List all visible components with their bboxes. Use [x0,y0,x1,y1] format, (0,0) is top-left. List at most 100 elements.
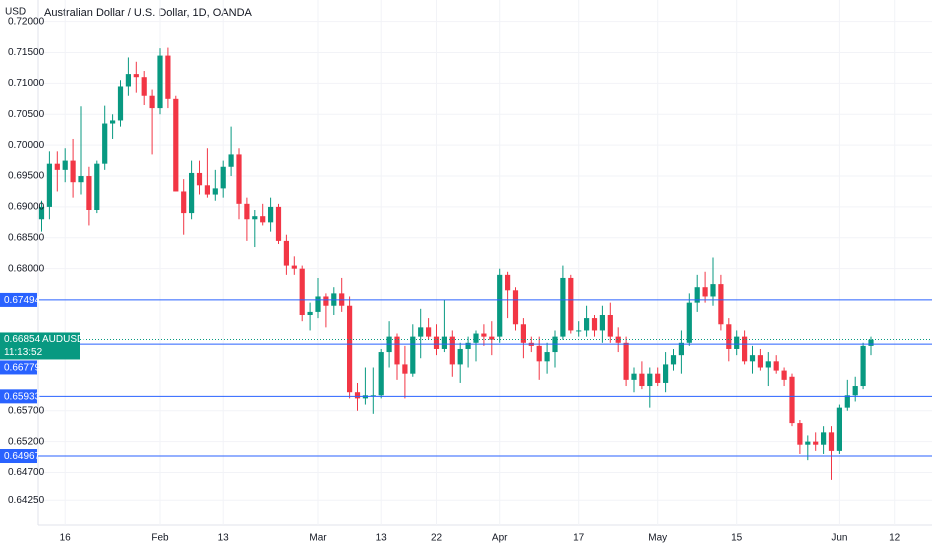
candle-body [70,160,76,183]
x-tick-label: 13 [376,533,388,544]
candle-body [813,441,819,445]
candle-body [220,166,226,189]
y-tick-label: 0.71500 [8,47,45,58]
candle-body [781,370,787,380]
candle-body [821,432,827,445]
candle-body [599,315,605,331]
x-tick-label: 13 [218,533,230,544]
candle-body [307,311,313,315]
candle-body [623,342,629,380]
candle-body [283,240,289,266]
candle-body [828,432,835,451]
candle-body [228,154,234,167]
candle-body [165,55,171,99]
candle-body [702,287,708,297]
chart-title: Australian Dollar / U.S. Dollar, 1D, OAN… [44,7,253,19]
candle-body [449,336,455,365]
countdown-label: 11:13:52 [4,347,43,358]
candle-body [299,268,305,315]
candle-body [631,373,637,380]
y-tick-label: 0.65200 [8,436,45,447]
candle-body [734,336,740,349]
candle-body [481,333,487,337]
candle-body [473,333,479,343]
x-tick-label: May [648,533,667,544]
candle-body [157,55,163,109]
level-label: 0.65933 [4,391,41,402]
candle-body [836,407,842,451]
candle-body [797,423,803,445]
candle-body [260,216,266,223]
candle-body [244,203,250,220]
candle-body [86,176,92,210]
candle-body [868,339,874,346]
y-tick-label: 0.69000 [8,202,45,213]
candle-body [710,284,716,297]
candle-body [418,327,424,337]
y-tick-label: 0.68000 [8,263,45,274]
candle-body [607,315,613,337]
last-price-box [0,332,80,360]
y-tick-label: 0.65700 [8,405,45,416]
candle-body [189,172,195,214]
level-box [0,389,37,404]
y-tick-label: 0.68500 [8,232,45,243]
candle-body [615,336,621,343]
candle-body [323,296,329,306]
candle-body [196,172,203,186]
candle-body [742,336,748,362]
candle-body [694,287,700,303]
candle-body [110,120,116,124]
candle-body [670,355,677,365]
level-label: 0.66779 [4,363,41,374]
candle-body [125,74,131,87]
candle-body [212,188,218,195]
candle-body [275,206,282,241]
candle-body [236,154,242,204]
candle-body [505,274,511,291]
candle-body [410,336,416,374]
candle-body [204,185,210,195]
y-tick-label: 0.69500 [8,171,45,182]
candle-body [686,302,692,343]
x-tick-label: 12 [889,533,901,544]
candle-body [426,327,432,337]
level-label: 0.67494 [4,295,41,306]
candle-body [765,361,771,368]
candle-body [647,373,653,387]
candle-body [860,345,866,387]
candle-body [252,216,258,220]
candle-body [354,392,361,399]
x-tick-label: Mar [309,533,327,544]
y-tick-label: 0.70000 [8,140,45,151]
candle-body [117,86,124,121]
candle-body [560,277,566,337]
candle-body [718,284,724,325]
candle-body [805,441,811,445]
candle-body [78,176,84,183]
grid [38,0,932,525]
candle-body [591,318,598,331]
candle-body [520,324,526,343]
candle-body [370,395,376,397]
candle-body [173,98,179,192]
candle-body [141,77,147,96]
y-tick-label: 0.64700 [8,467,45,478]
plot [38,47,932,480]
candle-body [394,336,400,365]
candle-body [489,336,495,340]
candle-body [749,355,756,362]
candle-body [789,376,795,424]
x-tick-label: 16 [60,533,72,544]
candle-body [378,352,384,396]
candle-body [46,163,52,207]
last-price-label: 0.66854 [4,334,41,345]
level-box [0,360,37,375]
candle-body [852,386,858,396]
candle-body [62,160,68,170]
candle-body [38,206,45,220]
level-box [0,449,37,464]
candle-body [102,123,108,164]
candle-body [347,305,353,393]
